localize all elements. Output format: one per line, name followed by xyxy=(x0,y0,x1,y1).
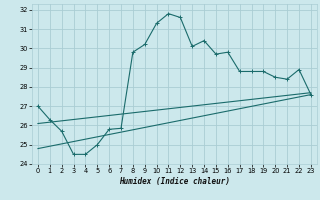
X-axis label: Humidex (Indice chaleur): Humidex (Indice chaleur) xyxy=(119,177,230,186)
